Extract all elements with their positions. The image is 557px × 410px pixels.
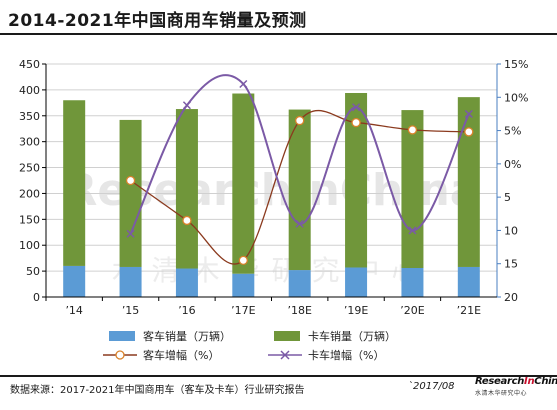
right-tick-label: 5 (504, 191, 511, 204)
legend-item: 客车增幅（%） (103, 348, 219, 362)
legend-swatch (274, 331, 300, 341)
legend-marker (280, 350, 290, 360)
truck-sales-bar (119, 119, 142, 267)
bus-sales-bar (63, 265, 86, 297)
marker-stroke (408, 226, 417, 235)
x-tick-label: ’17E (231, 304, 255, 317)
marker-stroke (126, 229, 135, 238)
marker-stroke (239, 79, 248, 89)
bus-sales-bar (288, 270, 311, 297)
right-tick-label: 10% (504, 91, 528, 104)
bus-sales-bar (175, 268, 198, 297)
bus-sales-bar (232, 273, 255, 297)
legend-label: 客车销量（万辆） (143, 329, 231, 343)
legend-item: 卡车销量（万辆） (274, 329, 396, 343)
right-tick-label: 15 (504, 258, 518, 271)
x-tick-label: ’18E (287, 304, 311, 317)
legend-item: 卡车增幅（%） (268, 348, 384, 362)
right-tick-label: 15% (504, 58, 528, 71)
left-tick-label: 0 (33, 291, 40, 304)
axes: 0 50 100 150 200 250 300 350 400 450 15% 10% 5% 0% 5 10… (19, 58, 528, 317)
bus-growth-marker (351, 117, 361, 128)
left-tick-label: 400 (19, 84, 40, 97)
chart-title: 2014-2021年中国商用车销量及预测 (8, 11, 307, 31)
legend-label: 卡车销量（万辆） (308, 329, 396, 343)
bus-sales-bar (345, 267, 368, 297)
legend-swatch (109, 331, 135, 341)
bus-sales-bar (119, 266, 142, 297)
report-date: `2017/08 (408, 381, 455, 392)
left-tick-label: 50 (26, 265, 40, 278)
left-tick-label: 250 (19, 162, 40, 175)
x-tick-label: ’16 (178, 304, 196, 317)
left-tick-label: 100 (19, 239, 40, 252)
truck-growth-marker (352, 103, 361, 112)
x-tick-label: ’20E (400, 304, 424, 317)
left-tick-label: 200 (19, 187, 40, 200)
watermark-subtext: 水清木华研究中心 (111, 254, 431, 287)
legend-marker (115, 350, 125, 360)
logo-wordmark: ResearchInChina (475, 376, 557, 387)
legend-label: 卡车增幅（%） (308, 348, 384, 362)
truck-growth-marker (126, 229, 135, 238)
truck-sales-bar (232, 93, 255, 274)
logo-subtitle: 水清木华研究中心 (475, 390, 528, 397)
left-tick-label: 350 (19, 110, 40, 123)
bus-growth-marker (407, 125, 418, 135)
bus-sales-bar (457, 266, 480, 297)
marker-stroke (295, 219, 304, 228)
legend-item: 客车销量（万辆） (109, 329, 231, 343)
truck-growth-marker (464, 109, 473, 118)
bus-growth-marker (464, 127, 474, 137)
legend-label: 客车增幅（%） (143, 348, 219, 362)
footer-divider (0, 375, 557, 377)
x-tick-label: ’14 (65, 304, 83, 317)
truck-sales-bar (457, 97, 480, 267)
right-tick-label: 0% (504, 158, 521, 171)
bus-growth-marker (182, 215, 192, 226)
truck-growth-marker (182, 101, 191, 110)
truck-sales-bar (288, 109, 311, 271)
truck-growth-marker (408, 226, 417, 235)
bus-growth-marker (295, 115, 305, 126)
marker-stroke (352, 103, 361, 112)
marker-stroke (464, 109, 473, 118)
x-tick-label: ’15 (122, 304, 140, 317)
left-tick-label: 450 (19, 58, 40, 71)
title-divider (0, 33, 557, 35)
source-note: 数据来源：2017-2021年中国商用车（客车及卡车）行业研究报告 (10, 385, 305, 396)
marker-stroke (182, 101, 191, 110)
truck-sales-bar (63, 100, 86, 266)
truck-sales-bar (345, 92, 368, 268)
truck-growth-marker (295, 219, 304, 228)
bus-growth-marker (238, 255, 248, 266)
legend: 客车销量（万辆） 卡车销量（万辆） 客车增幅（%） 卡车增幅（%） (103, 329, 396, 362)
right-tick-label: 20 (504, 291, 518, 304)
x-tick-label: ’21E (457, 304, 481, 317)
right-tick-label: 5% (504, 125, 521, 138)
left-tick-label: 300 (19, 136, 40, 149)
x-tick-label: ’19E (344, 304, 368, 317)
bus-sales-bar (401, 268, 424, 297)
line-series (125, 74, 474, 266)
truck-sales-bar (175, 109, 198, 269)
right-tick-label: 10 (504, 224, 518, 237)
truck-growth-marker (239, 79, 248, 89)
left-tick-label: 150 (19, 213, 40, 226)
bus-growth-marker (125, 175, 136, 186)
researchinchina-logo: ResearchInChina 水清木华研究中心 (475, 376, 557, 406)
